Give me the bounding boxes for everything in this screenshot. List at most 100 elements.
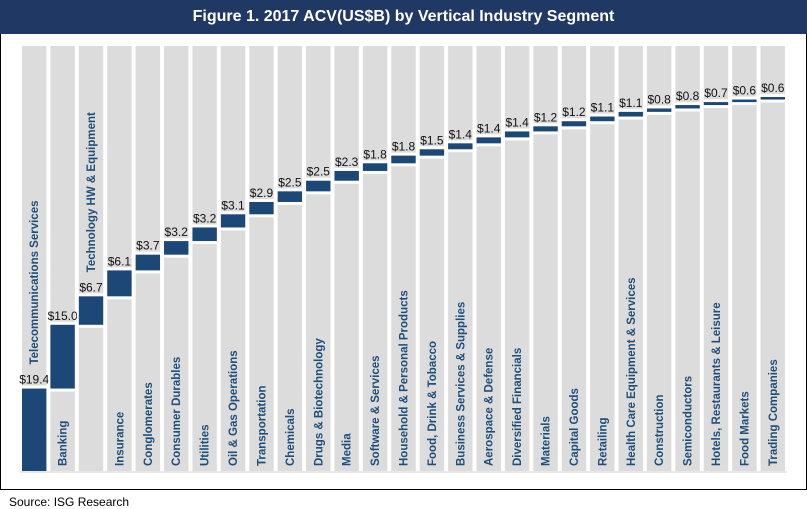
bar	[391, 155, 416, 164]
bar	[306, 180, 331, 192]
category-label: Conglomerates	[143, 382, 155, 466]
category-label: Software & Services	[370, 355, 382, 466]
category-label: Semiconductors	[683, 376, 695, 466]
data-label: $1.4	[505, 115, 529, 129]
bar	[561, 121, 587, 127]
bar	[249, 201, 274, 215]
category-label: Transportation	[256, 385, 268, 466]
category-label: Utilities	[200, 424, 212, 466]
bar	[22, 388, 47, 471]
data-label: $3.2	[193, 211, 217, 225]
data-label: $2.3	[335, 155, 359, 169]
category-label: Hotels, Restaurants & Leisure	[711, 302, 723, 466]
bar	[675, 105, 700, 109]
column-background	[760, 46, 785, 471]
bar	[448, 143, 473, 150]
category-label: Diversified Financials	[512, 348, 524, 466]
category-label: Telecommunications Services	[29, 200, 41, 364]
bar	[78, 296, 104, 325]
data-label: $1.1	[591, 101, 615, 115]
bar	[334, 170, 359, 181]
column-background	[419, 46, 445, 471]
data-label: $2.5	[278, 175, 302, 189]
category-label: Media	[342, 433, 354, 466]
bar	[504, 131, 530, 138]
column-background	[561, 46, 587, 471]
category-label: Capital Goods	[569, 388, 581, 466]
data-label: $0.8	[647, 92, 671, 106]
bar	[135, 254, 161, 271]
category-label: Health Care Equipment & Services	[626, 277, 638, 466]
category-label: Insurance	[114, 412, 126, 466]
category-label: Food, Drink & Tobacco	[427, 341, 439, 466]
column-background	[533, 46, 558, 471]
data-label: $1.2	[562, 105, 586, 119]
bar	[646, 108, 672, 112]
column-background	[646, 46, 672, 471]
category-label: Household & Personal Products	[399, 290, 411, 466]
category-label: Consumer Durables	[171, 357, 183, 466]
bar	[590, 116, 615, 122]
data-label: $3.7	[136, 239, 160, 253]
column-background	[50, 46, 75, 471]
data-label: $1.8	[392, 140, 416, 154]
waterfall-chart: $19.4 Telecommunications Services $15.0 Ban…	[19, 46, 787, 474]
data-label: $1.8	[363, 147, 387, 161]
column-background	[306, 46, 331, 471]
data-label: $0.6	[733, 84, 757, 98]
bar	[732, 99, 757, 103]
column-background	[504, 46, 530, 471]
bar	[107, 270, 132, 297]
column-background	[164, 46, 189, 471]
bar	[533, 126, 558, 132]
category-label: Trading Companies	[768, 359, 780, 466]
data-label: $1.2	[534, 110, 558, 124]
bar	[192, 227, 217, 242]
category-label: Aerospace & Defense	[484, 348, 496, 466]
data-label: $0.7	[704, 86, 728, 100]
bar	[362, 163, 388, 171]
category-label: Technology HW & Equipment	[86, 112, 98, 272]
data-label: $2.5	[307, 165, 331, 179]
data-label: $1.4	[477, 121, 501, 135]
category-label: Business Services & Supplies	[455, 302, 467, 466]
column-background	[362, 46, 388, 471]
column-background	[334, 46, 359, 471]
data-label: $1.4	[449, 127, 473, 141]
data-label: $6.7	[79, 280, 103, 294]
column-background	[732, 46, 757, 471]
category-label: Construction	[654, 394, 666, 466]
column-background	[249, 46, 274, 471]
column-background	[78, 46, 104, 471]
category-label: Materials	[541, 416, 553, 466]
category-label: Food Markets	[739, 391, 751, 466]
bar	[277, 191, 303, 202]
bar	[419, 149, 445, 156]
bar	[476, 137, 501, 144]
data-label: $3.1	[221, 198, 245, 212]
data-label: $15.0	[48, 309, 78, 323]
data-label: $6.1	[108, 254, 132, 268]
data-label: $1.5	[420, 133, 444, 147]
bar	[50, 324, 75, 389]
bar	[164, 241, 189, 255]
column-background	[675, 46, 700, 471]
data-label: $3.2	[165, 225, 189, 239]
bar	[618, 111, 643, 117]
category-label: Chemicals	[285, 408, 297, 466]
data-label: $0.8	[676, 89, 700, 103]
data-label: $2.9	[250, 186, 274, 200]
bar	[220, 214, 246, 228]
data-label: $1.1	[619, 96, 643, 110]
chart-title: Figure 1. 2017 ACV(US$B) by Vertical Ind…	[0, 0, 807, 34]
column-background	[391, 46, 416, 471]
bar	[703, 102, 729, 106]
category-label: Drugs & Biotechnology	[313, 338, 325, 466]
category-label: Oil & Gas Operations	[228, 350, 240, 466]
data-label: $0.6	[761, 81, 785, 95]
bar	[760, 97, 785, 100]
column-background	[476, 46, 501, 471]
column-background	[277, 46, 303, 471]
column-background	[220, 46, 246, 471]
category-label: Retailing	[597, 417, 609, 466]
